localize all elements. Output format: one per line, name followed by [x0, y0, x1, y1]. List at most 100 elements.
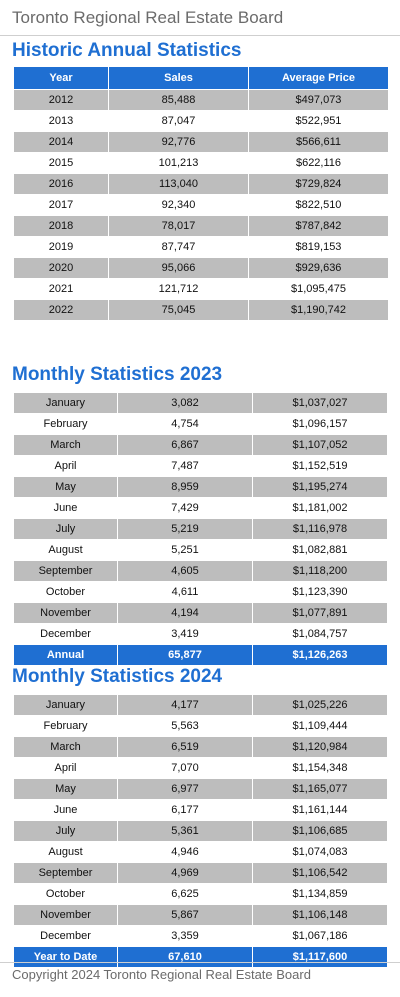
total-label: Annual [13, 644, 118, 666]
table-row: 2021 121,712 $1,095,475 [13, 278, 389, 300]
cell-sales: 3,419 [117, 623, 253, 645]
cell-price: $497,073 [248, 89, 389, 111]
cell-sales: 87,047 [108, 110, 249, 132]
cell-sales: 4,969 [117, 862, 253, 884]
page-header: Toronto Regional Real Estate Board [0, 0, 400, 36]
cell-sales: 6,977 [117, 778, 253, 800]
total-row: Annual 65,877 $1,126,263 [13, 644, 388, 666]
cell-sales: 101,213 [108, 152, 249, 174]
cell-label: November [13, 602, 118, 624]
cell-price: $1,195,274 [252, 476, 388, 498]
cell-price: $1,106,148 [252, 904, 388, 926]
cell-sales: 5,867 [117, 904, 253, 926]
cell-price: $1,077,891 [252, 602, 388, 624]
cell-sales: 6,177 [117, 799, 253, 821]
monthly-2023-table: January 3,082 $1,037,027 February 4,754 $1,09… [13, 392, 388, 666]
cell-sales: 5,361 [117, 820, 253, 842]
cell-label: 2013 [13, 110, 109, 132]
cell-label: April [13, 757, 118, 779]
cell-price: $1,181,002 [252, 497, 388, 519]
table-row: April 7,487 $1,152,519 [13, 455, 388, 477]
column-header-year: Year [13, 66, 109, 90]
cell-price: $1,109,444 [252, 715, 388, 737]
cell-price: $522,951 [248, 110, 389, 132]
monthly-2023-section: Monthly Statistics 2023 January 3,082 $1,0… [0, 364, 388, 666]
table-row: 2014 92,776 $566,611 [13, 131, 389, 153]
cell-price: $1,165,077 [252, 778, 388, 800]
cell-label: November [13, 904, 118, 926]
cell-price: $1,116,978 [252, 518, 388, 540]
cell-sales: 3,359 [117, 925, 253, 947]
cell-label: August [13, 841, 118, 863]
cell-price: $1,107,052 [252, 434, 388, 456]
table-row: 2012 85,488 $497,073 [13, 89, 389, 111]
table-row: October 6,625 $1,134,859 [13, 883, 388, 905]
table-row: 2016 113,040 $729,824 [13, 173, 389, 195]
cell-price: $1,037,027 [252, 392, 388, 414]
cell-label: September [13, 862, 118, 884]
cell-label: 2021 [13, 278, 109, 300]
cell-sales: 92,776 [108, 131, 249, 153]
cell-label: December [13, 623, 118, 645]
table-row: June 6,177 $1,161,144 [13, 799, 388, 821]
cell-sales: 6,625 [117, 883, 253, 905]
cell-price: $1,161,144 [252, 799, 388, 821]
table-row: March 6,519 $1,120,984 [13, 736, 388, 758]
table-row: May 6,977 $1,165,077 [13, 778, 388, 800]
cell-price: $1,095,475 [248, 278, 389, 300]
cell-sales: 85,488 [108, 89, 249, 111]
cell-sales: 7,487 [117, 455, 253, 477]
table-row: 2019 87,747 $819,153 [13, 236, 389, 258]
column-header-sales: Sales [108, 66, 249, 90]
table-row: July 5,361 $1,106,685 [13, 820, 388, 842]
table-row: 2017 92,340 $822,510 [13, 194, 389, 216]
cell-price: $1,152,519 [252, 455, 388, 477]
table-row: February 4,754 $1,096,157 [13, 413, 388, 435]
cell-price: $822,510 [248, 194, 389, 216]
table-header-row: Year Sales Average Price [13, 66, 389, 90]
cell-price: $1,106,685 [252, 820, 388, 842]
cell-price: $1,190,742 [248, 299, 389, 321]
table-row: September 4,969 $1,106,542 [13, 862, 388, 884]
cell-price: $566,611 [248, 131, 389, 153]
table-row: May 8,959 $1,195,274 [13, 476, 388, 498]
cell-sales: 75,045 [108, 299, 249, 321]
cell-price: $1,084,757 [252, 623, 388, 645]
cell-price: $1,154,348 [252, 757, 388, 779]
cell-label: 2012 [13, 89, 109, 111]
table-row: January 3,082 $1,037,027 [13, 392, 388, 414]
table-row: March 6,867 $1,107,052 [13, 434, 388, 456]
cell-price: $1,134,859 [252, 883, 388, 905]
monthly-2024-table: January 4,177 $1,025,226 February 5,563 $1,10… [13, 694, 388, 968]
cell-price: $819,153 [248, 236, 389, 258]
cell-label: March [13, 736, 118, 758]
cell-price: $1,025,226 [252, 694, 388, 716]
cell-price: $1,096,157 [252, 413, 388, 435]
table-row: July 5,219 $1,116,978 [13, 518, 388, 540]
cell-sales: 4,611 [117, 581, 253, 603]
cell-sales: 4,177 [117, 694, 253, 716]
cell-label: 2018 [13, 215, 109, 237]
monthly-2023-title: Monthly Statistics 2023 [12, 364, 223, 385]
column-header-average-price: Average Price [248, 66, 389, 90]
cell-sales: 7,070 [117, 757, 253, 779]
table-row: August 4,946 $1,074,083 [13, 841, 388, 863]
table-row: 2022 75,045 $1,190,742 [13, 299, 389, 321]
cell-sales: 6,519 [117, 736, 253, 758]
cell-sales: 87,747 [108, 236, 249, 258]
cell-sales: 4,754 [117, 413, 253, 435]
cell-sales: 8,959 [117, 476, 253, 498]
table-row: November 5,867 $1,106,148 [13, 904, 388, 926]
cell-price: $1,106,542 [252, 862, 388, 884]
table-row: January 4,177 $1,025,226 [13, 694, 388, 716]
table-row: August 5,251 $1,082,881 [13, 539, 388, 561]
cell-sales: 95,066 [108, 257, 249, 279]
cell-price: $1,120,984 [252, 736, 388, 758]
cell-label: February [13, 715, 118, 737]
cell-label: July [13, 518, 118, 540]
cell-sales: 5,219 [117, 518, 253, 540]
cell-label: October [13, 581, 118, 603]
cell-label: 2017 [13, 194, 109, 216]
cell-label: 2014 [13, 131, 109, 153]
cell-label: January [13, 694, 118, 716]
